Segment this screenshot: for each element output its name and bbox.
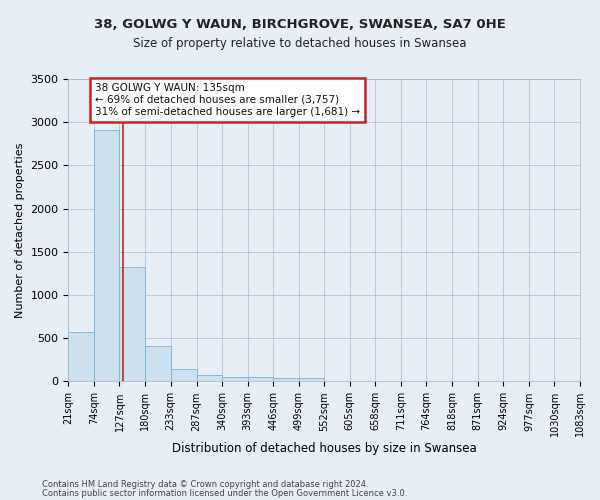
Bar [248,377,273,382]
Bar [68,332,94,382]
X-axis label: Distribution of detached houses by size in Swansea: Distribution of detached houses by size … [172,442,476,455]
Text: 38 GOLWG Y WAUN: 135sqm
← 69% of detached houses are smaller (3,757)
31% of semi: 38 GOLWG Y WAUN: 135sqm ← 69% of detache… [95,84,360,116]
Text: Contains HM Land Registry data © Crown copyright and database right 2024.: Contains HM Land Registry data © Crown c… [42,480,368,489]
Bar [145,346,170,382]
Text: Contains public sector information licensed under the Open Government Licence v3: Contains public sector information licen… [42,489,407,498]
Bar [299,378,324,382]
Text: 38, GOLWG Y WAUN, BIRCHGROVE, SWANSEA, SA7 0HE: 38, GOLWG Y WAUN, BIRCHGROVE, SWANSEA, S… [94,18,506,30]
Bar [170,368,197,382]
Y-axis label: Number of detached properties: Number of detached properties [15,142,25,318]
Text: Size of property relative to detached houses in Swansea: Size of property relative to detached ho… [133,38,467,51]
Bar [222,376,248,382]
Bar [273,378,299,382]
Bar [119,268,145,382]
Bar [94,130,119,382]
Bar [197,374,222,382]
